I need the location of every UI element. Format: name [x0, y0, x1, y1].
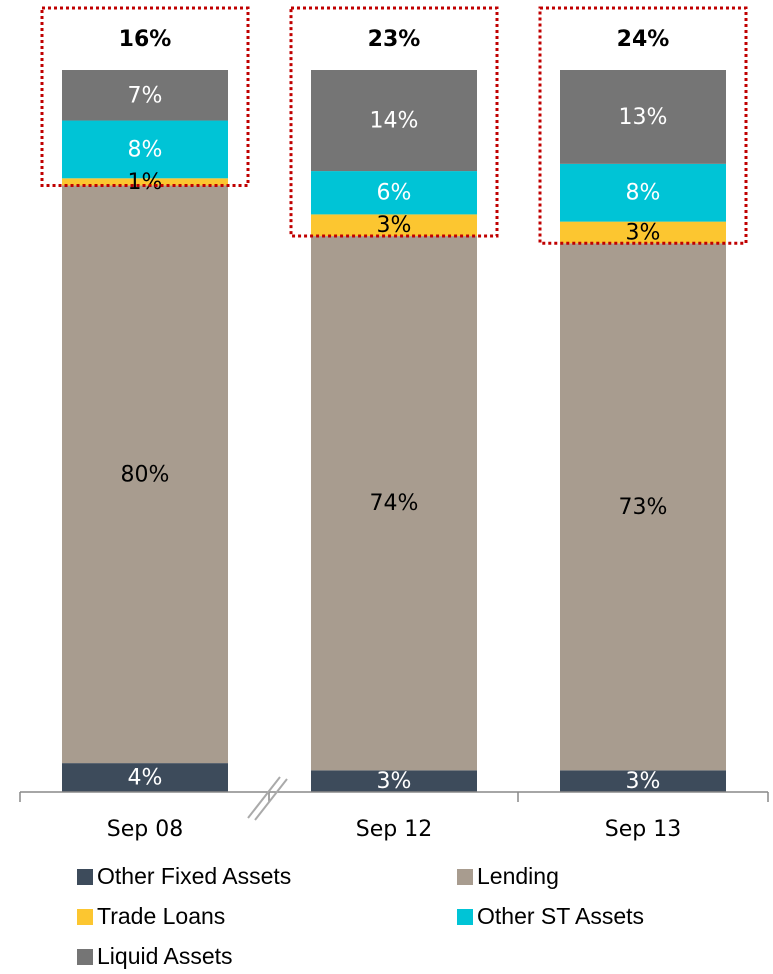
legend-label: Liquid Assets: [97, 943, 233, 969]
bar-segment: [311, 236, 477, 771]
total-label: 24%: [617, 27, 670, 52]
value-label: 3%: [626, 220, 661, 245]
bar-segment: [560, 770, 726, 792]
total-label: 16%: [119, 27, 172, 52]
legend-label: Other ST Assets: [477, 903, 644, 929]
bar-segment: [560, 243, 726, 771]
value-label: 4%: [128, 766, 163, 791]
value-label: 3%: [377, 213, 412, 238]
legend-label: Trade Loans: [97, 903, 225, 929]
highlight-box: [40, 6, 250, 188]
bar-segment: [560, 163, 726, 222]
legend-swatch: [77, 949, 93, 965]
value-label: 6%: [377, 181, 412, 206]
total-label: 23%: [368, 27, 421, 52]
value-label: 74%: [370, 491, 419, 516]
value-label: 14%: [370, 109, 419, 134]
legend-swatch: [457, 869, 473, 885]
value-label: 1%: [128, 170, 163, 195]
axis-break: [247, 776, 281, 819]
value-label: 73%: [619, 495, 668, 520]
bar-segment: [62, 70, 228, 121]
x-tick-label: Sep 13: [605, 817, 681, 842]
bar-segment: [311, 770, 477, 792]
bar-segment: [560, 70, 726, 164]
value-label: 80%: [121, 462, 170, 487]
value-label: 3%: [626, 769, 661, 794]
x-tick-label: Sep 12: [356, 817, 432, 842]
bar-segment: [62, 763, 228, 792]
legend-swatch: [457, 909, 473, 925]
value-label: 3%: [377, 769, 412, 794]
bar-segment: [62, 185, 228, 764]
legend-swatch: [77, 909, 93, 925]
legend-swatch: [77, 869, 93, 885]
value-label: 7%: [128, 83, 163, 108]
x-tick-label: Sep 08: [107, 817, 183, 842]
bar-segment: [311, 214, 477, 237]
bar-segment: [560, 221, 726, 244]
axis-break: [254, 778, 288, 821]
bar-segment: [62, 120, 228, 179]
legend-label: Lending: [477, 863, 559, 889]
highlight-box: [289, 6, 499, 238]
bar-segment: [62, 178, 228, 186]
bar-segment: [311, 70, 477, 172]
value-label: 8%: [626, 181, 661, 206]
legend-label: Other Fixed Assets: [97, 863, 291, 889]
highlight-box: [538, 6, 748, 245]
bar-segment: [311, 171, 477, 215]
value-label: 13%: [619, 105, 668, 130]
value-label: 8%: [128, 137, 163, 162]
